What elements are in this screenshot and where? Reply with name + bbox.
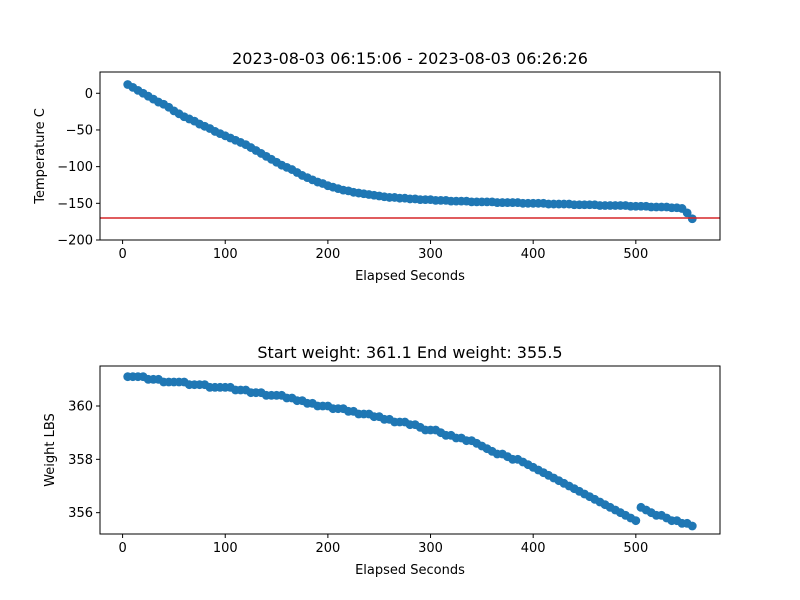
weight-y-tick-label: 358 (68, 453, 93, 468)
weight-data-point (631, 516, 641, 526)
temperature-x-tick-label: 200 (315, 247, 340, 262)
temperature-x-tick-label: 400 (521, 247, 546, 262)
weight-x-tick-label: 200 (315, 541, 340, 556)
temperature-y-tick-label: −100 (57, 160, 93, 175)
temperature-x-tick-label: 500 (623, 247, 648, 262)
temperature-axes-frame (99, 71, 721, 241)
weight-x-tick-label: 400 (521, 541, 546, 556)
weight-data-point (687, 521, 697, 531)
weight-y-tick-label: 360 (68, 400, 93, 415)
weight-chart: Start weight: 361.1 End weight: 355.5 0 1… (43, 343, 721, 578)
temperature-y-tick-label: 0 (85, 87, 93, 102)
weight-y-tick-label: 356 (68, 506, 93, 521)
weight-chart-title: Start weight: 361.1 End weight: 355.5 (257, 343, 562, 362)
temperature-y-tick-label: −50 (66, 123, 93, 138)
temperature-plot-area: 0 100 200 300 400 500 −200 −150 −100 −50 0 (57, 80, 720, 262)
temperature-y-tick-label: −150 (57, 197, 93, 212)
temperature-x-tick-label: 0 (118, 247, 126, 262)
weight-x-tick-label: 500 (623, 541, 648, 556)
temperature-chart: 2023-08-03 06:15:06 - 2023-08-03 06:26:2… (33, 49, 721, 284)
temperature-y-tick-label: −200 (57, 234, 93, 249)
weight-plot-area: 0 100 200 300 400 500 356 358 360 (68, 372, 697, 556)
weight-y-axis-label: Weight LBS (43, 413, 58, 487)
temperature-data-point (682, 208, 692, 218)
weight-x-tick-label: 100 (213, 541, 238, 556)
temperature-chart-title: 2023-08-03 06:15:06 - 2023-08-03 06:26:2… (232, 49, 588, 68)
temperature-y-axis-label: Temperature C (33, 108, 48, 205)
weight-x-axis-label: Elapsed Seconds (355, 563, 465, 578)
temperature-x-tick-label: 100 (213, 247, 238, 262)
temperature-x-axis-label: Elapsed Seconds (355, 269, 465, 284)
temperature-x-tick-label: 300 (418, 247, 443, 262)
weight-x-tick-label: 0 (118, 541, 126, 556)
weight-x-tick-label: 300 (418, 541, 443, 556)
weight-axes-frame (99, 365, 721, 535)
